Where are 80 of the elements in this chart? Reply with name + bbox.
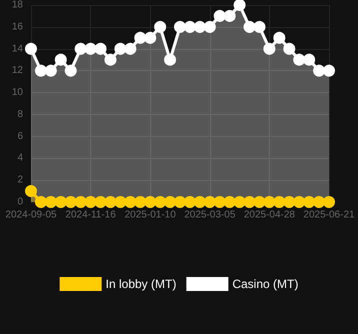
point	[323, 64, 335, 77]
point	[104, 54, 116, 66]
point	[214, 10, 226, 22]
point	[154, 20, 166, 33]
point	[174, 196, 186, 208]
point	[263, 42, 276, 55]
point	[293, 54, 306, 66]
point	[184, 196, 196, 208]
point	[224, 196, 236, 208]
point	[74, 196, 87, 208]
point	[204, 20, 216, 33]
point	[54, 54, 67, 66]
y-tick-label: 2	[17, 174, 24, 186]
point	[184, 20, 196, 33]
point	[323, 196, 335, 208]
y-tick-label: 8	[17, 108, 24, 120]
point	[303, 196, 316, 208]
point	[283, 196, 296, 208]
point	[293, 196, 306, 208]
y-tick-label: 4	[17, 152, 24, 164]
x-tick-label: 2025-03-05	[184, 210, 236, 220]
point	[253, 20, 266, 33]
x-tick-label: 2024-11-16	[65, 210, 116, 220]
y-tick-label: 16	[12, 21, 24, 32]
point	[273, 32, 286, 44]
x-tick-label: 2025-06-21	[303, 210, 356, 220]
x-tick-label: 2024-09-05	[5, 210, 58, 220]
point	[313, 196, 326, 208]
point	[164, 54, 176, 66]
point	[44, 64, 57, 77]
legend-label: Casino (MT)	[232, 277, 298, 291]
point	[313, 64, 326, 77]
point	[164, 196, 176, 208]
x-tick-label: 2025-01-10	[124, 210, 176, 220]
point	[303, 54, 316, 66]
point	[194, 196, 206, 208]
point	[144, 196, 156, 208]
point	[244, 20, 256, 33]
point	[194, 20, 206, 33]
point	[134, 196, 146, 208]
point	[25, 42, 37, 55]
point	[253, 196, 266, 208]
point	[204, 196, 216, 208]
point	[154, 196, 166, 208]
point	[124, 196, 136, 208]
point	[214, 196, 226, 208]
point	[94, 196, 107, 208]
legend-label: In lobby (MT)	[106, 277, 176, 291]
point	[84, 196, 97, 208]
point	[34, 196, 47, 208]
point	[144, 32, 156, 44]
point	[25, 185, 37, 198]
point	[74, 42, 87, 55]
point	[94, 42, 107, 55]
point	[234, 196, 246, 208]
point	[34, 64, 47, 77]
point	[44, 196, 57, 208]
y-tick-label: 18	[12, 0, 24, 10]
x-tick-label: 2025-04-28	[244, 210, 296, 220]
point	[244, 196, 256, 208]
point	[64, 196, 77, 208]
y-tick-label: 10	[12, 87, 24, 98]
point	[263, 196, 276, 208]
point	[104, 196, 116, 208]
point	[224, 10, 236, 22]
point	[114, 42, 126, 55]
point	[234, 0, 246, 11]
point	[283, 42, 296, 55]
y-tick-label: 0	[17, 196, 24, 208]
point	[114, 196, 126, 208]
point	[84, 42, 97, 55]
y-tick-label: 14	[12, 43, 24, 54]
y-tick-label: 6	[17, 130, 24, 142]
point	[124, 42, 136, 55]
point	[174, 20, 186, 33]
point	[54, 196, 67, 208]
y-tick-label: 12	[12, 65, 24, 76]
point	[134, 32, 146, 44]
point	[64, 64, 77, 77]
point	[273, 196, 286, 208]
